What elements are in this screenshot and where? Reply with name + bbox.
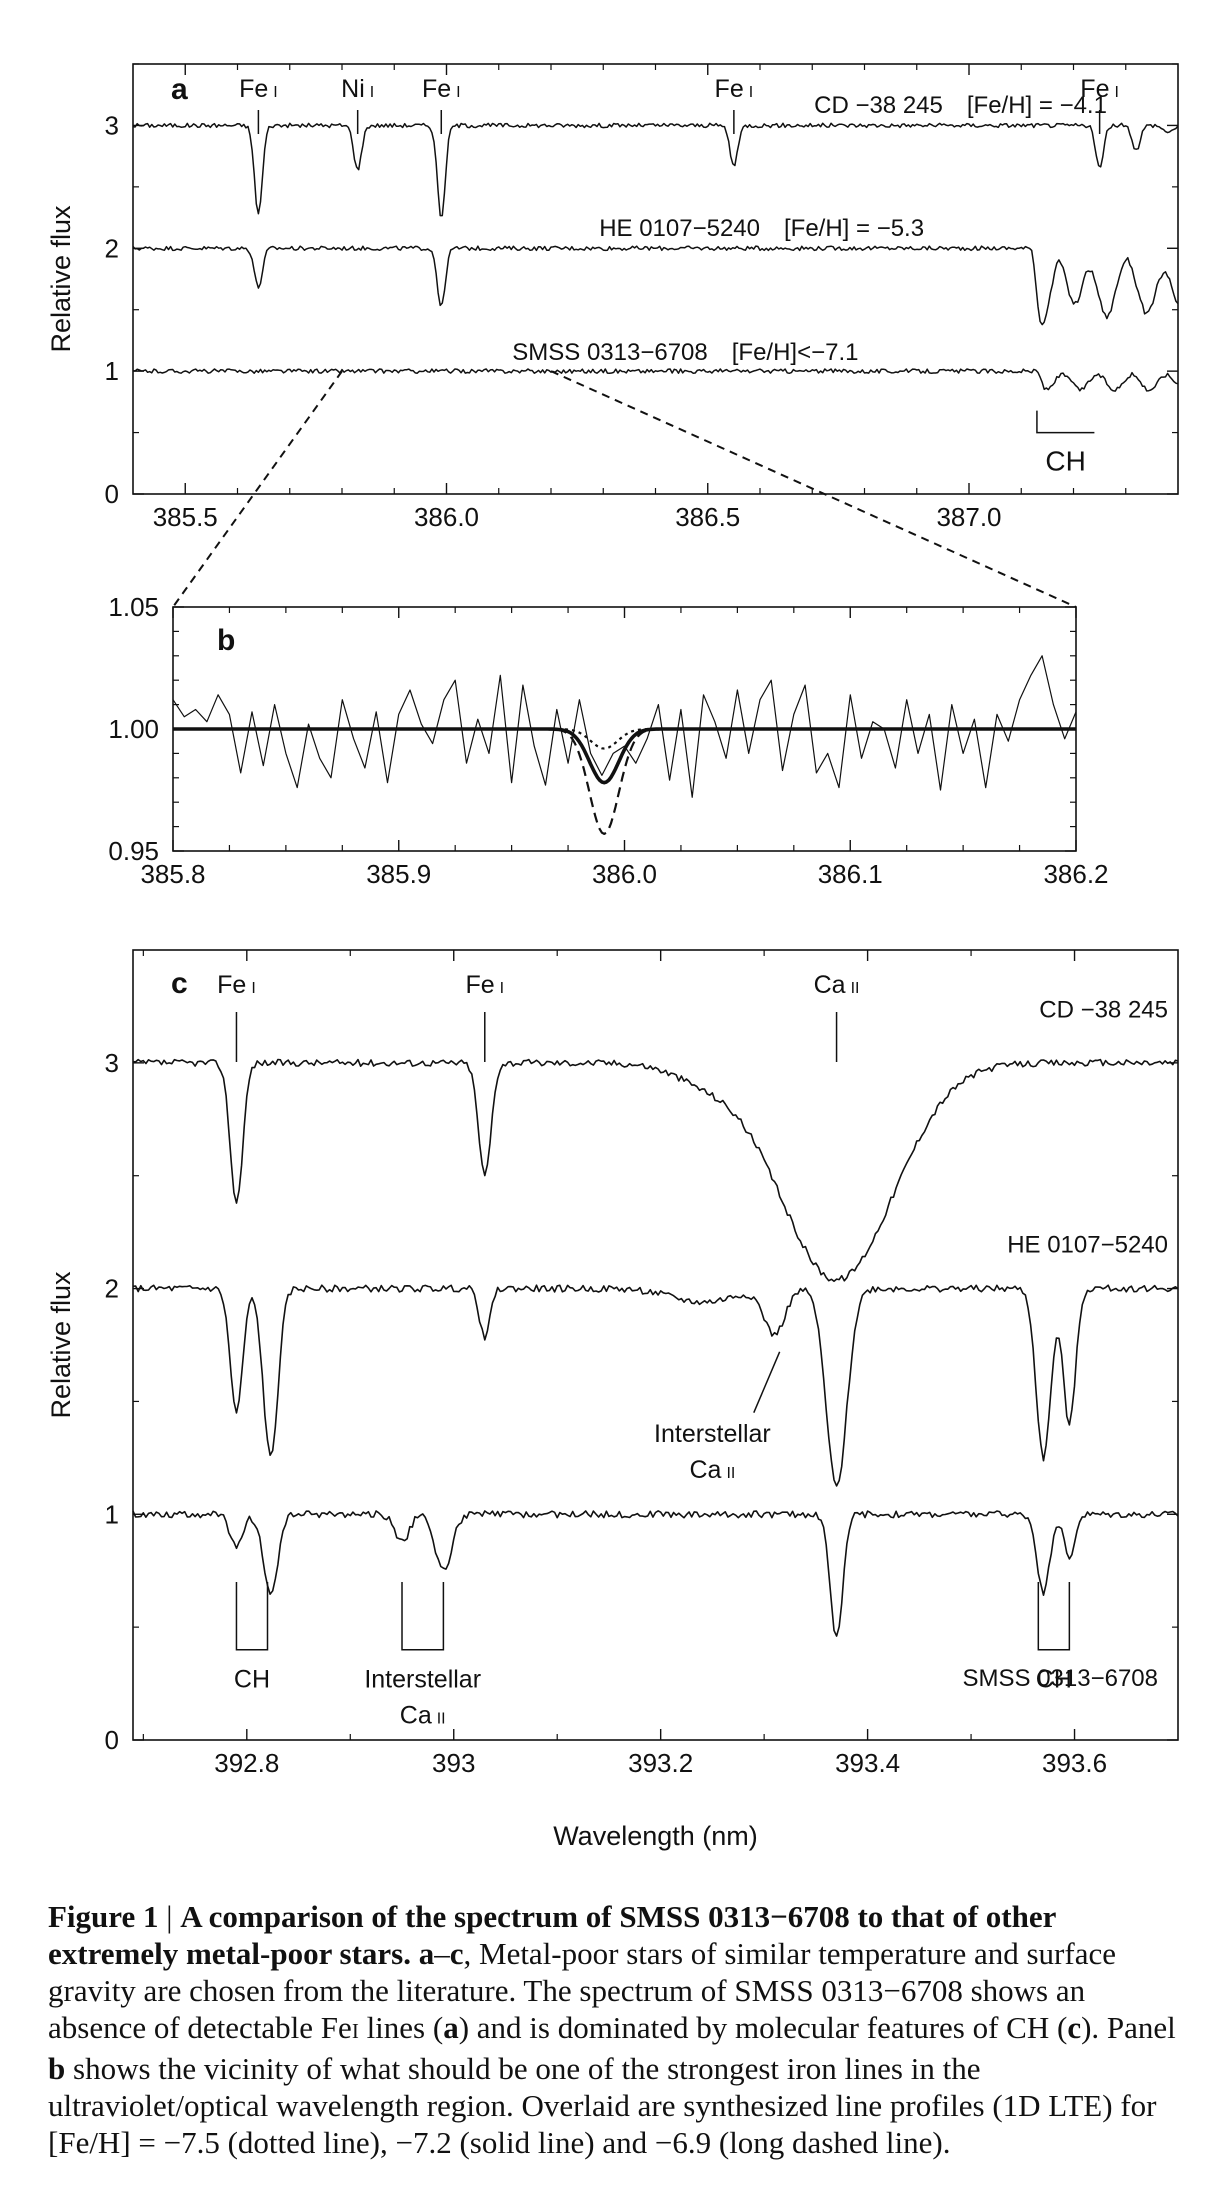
annotation-pointer xyxy=(753,1351,781,1414)
ch-bracket xyxy=(1036,410,1095,434)
panel-c-y-tick-label: 3 xyxy=(105,1048,119,1078)
panel-a-y-tick-label: 1 xyxy=(105,356,119,386)
panel-c-frame xyxy=(132,949,1179,1741)
panel-a-y-tick-label: 3 xyxy=(105,110,119,140)
zoom-connector xyxy=(550,370,1077,608)
caption-panel-ref: c xyxy=(1067,2010,1082,2045)
caption-title: A comparison of the spectrum of SMSS 031… xyxy=(48,1899,1056,1971)
caption-panel-ref: a xyxy=(443,2010,459,2045)
panel-c-x-tick-label: 393.2 xyxy=(628,1748,693,1778)
series-line xyxy=(132,122,1179,217)
annotation-label: CH xyxy=(234,1666,270,1694)
model-profile xyxy=(173,727,1076,835)
panel-b-y-tick-label: 1.05 xyxy=(108,592,159,622)
panel-a-x-tick-label: 387.0 xyxy=(936,502,1001,532)
panel-a-x-tick-label: 385.5 xyxy=(153,502,218,532)
caption-figure-label: Figure 1 xyxy=(48,1899,159,1934)
series-metallicity: [Fe/H] = −5.3 xyxy=(784,215,924,242)
zoom-connectors xyxy=(172,370,1077,608)
annotation-label: Ca II xyxy=(689,1456,735,1484)
caption-text: ) and is dominated by molecular features… xyxy=(458,2010,1068,2045)
caption-text: lines ( xyxy=(358,2010,444,2045)
panel-a-y-tick-label: 2 xyxy=(105,233,119,263)
panel-c-x-tick-label: 393.6 xyxy=(1042,1748,1107,1778)
caption-panel-ref: a xyxy=(418,1936,435,1971)
panel-a-x-tick-label: 386.0 xyxy=(414,502,479,532)
series-line xyxy=(132,1058,1179,1283)
caption-text: , Metal-poor stars of similar temperatur… xyxy=(48,1936,1116,2045)
panel-c-x-tick-label: 393.4 xyxy=(835,1748,900,1778)
caption-text: – xyxy=(434,1936,450,1971)
annotation-label: Ca II xyxy=(400,1702,446,1730)
annotation-bracket xyxy=(1037,1582,1071,1651)
line-id-label: Fe I xyxy=(239,75,278,103)
panel-a-y-tick-label: 0 xyxy=(105,479,119,509)
annotation-label: Interstellar xyxy=(364,1666,481,1694)
caption-panel-ref: c xyxy=(449,1936,464,1971)
series-label: CD −38 245 xyxy=(1039,997,1168,1024)
series-label: SMSS 0313−6708 xyxy=(963,1665,1158,1692)
series-metallicity: [Fe/H]<−7.1 xyxy=(732,339,859,366)
panel-b: 385.8 385.9 386.0 386.1 386.2 0.95 1.00 1.05 b xyxy=(108,592,1108,889)
panel-b-x-tick-label: 385.9 xyxy=(366,859,431,889)
panel-b-x-tick-label: 385.8 xyxy=(140,859,205,889)
line-id-label: Ca II xyxy=(814,971,860,999)
line-id-label: Fe I xyxy=(422,75,461,103)
series-line xyxy=(132,1510,1179,1637)
panel-b-x-tick-label: 386.1 xyxy=(818,859,883,889)
panel-b-x-tick-label: 386.2 xyxy=(1043,859,1108,889)
line-id-label: Fe I xyxy=(715,75,754,103)
panel-letter: b xyxy=(217,624,235,657)
x-axis-label: Wavelength (nm) xyxy=(553,1821,758,1851)
panel-c-y-tick-label: 1 xyxy=(105,1499,119,1529)
panel-c-x-tick-label: 393 xyxy=(432,1748,475,1778)
caption-text: shows the vicinity of what should be one… xyxy=(48,2051,1157,2160)
panel-letter: a xyxy=(171,73,188,106)
annotation-label: Interstellar xyxy=(654,1420,771,1448)
panel-c-y-tick-label: 2 xyxy=(105,1274,119,1304)
annotation-bracket xyxy=(401,1582,445,1651)
panel-b-x-tick-label: 386.0 xyxy=(592,859,657,889)
series-label: SMSS 0313−6708 xyxy=(512,339,707,366)
line-id-label: Ni I xyxy=(341,75,374,103)
model-profile xyxy=(173,727,1076,785)
panel-c-y-tick-label: 0 xyxy=(105,1725,119,1755)
observed-spectrum xyxy=(172,655,1077,798)
line-id-label: Fe I xyxy=(217,971,256,999)
annotation-label: CH xyxy=(1036,1666,1072,1694)
caption-separator: | xyxy=(166,1899,173,1934)
annotation-label: CH xyxy=(1045,446,1085,477)
figure: 385.5 386.0 386.5 387.0 0 1 2 3 a Relative flux Fe… xyxy=(46,63,1179,1851)
series-metallicity: [Fe/H] = −4.1 xyxy=(967,92,1107,119)
y-axis-label: Relative flux xyxy=(46,205,76,353)
series-label: HE 0107−5240 xyxy=(1007,1231,1168,1258)
annotation-bracket xyxy=(235,1582,269,1651)
panel-a-x-tick-label: 386.5 xyxy=(675,502,740,532)
series-line xyxy=(132,368,1179,392)
caption-panel-ref: b xyxy=(48,2051,66,2086)
panel-a: 385.5 386.0 386.5 387.0 0 1 2 3 a Relative flux Fe… xyxy=(46,63,1179,532)
figure-caption: Figure 1 | A comparison of the spectrum … xyxy=(48,1898,1178,2161)
series-line xyxy=(132,245,1179,326)
panel-b-y-tick-label: 0.95 xyxy=(108,836,159,866)
series-label: HE 0107−5240 xyxy=(599,215,760,242)
series-label: CD −38 245 xyxy=(814,92,943,119)
caption-ion: I xyxy=(351,2019,359,2043)
caption-text: ). Panel xyxy=(1081,2010,1176,2045)
series-line xyxy=(132,1284,1179,1487)
panel-b-y-tick-label: 1.00 xyxy=(108,714,159,744)
panel-c-x-tick-label: 392.8 xyxy=(214,1748,279,1778)
line-id-label: Fe I xyxy=(465,971,504,999)
panel-c: 392.8 393 393.2 393.4 393.6 0 1 2 3 c Relative flu… xyxy=(46,949,1179,1851)
line-id-label: Fe I xyxy=(1080,75,1119,103)
panel-letter: c xyxy=(171,967,188,1000)
panel-a-frame xyxy=(132,63,1179,495)
zoom-connector xyxy=(172,370,343,608)
y-axis-label: Relative flux xyxy=(46,1271,76,1419)
